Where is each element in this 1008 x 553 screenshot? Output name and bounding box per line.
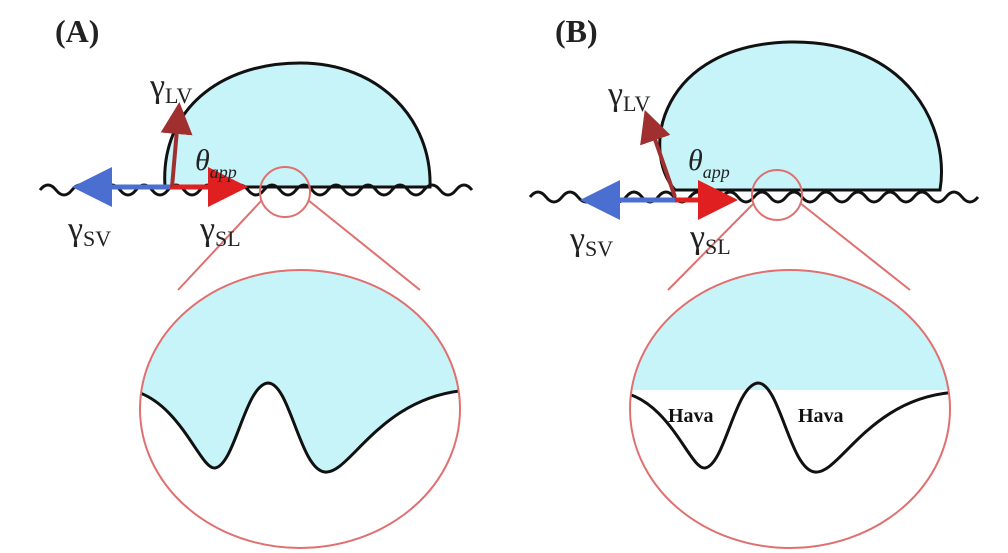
panel-b: Hava Hava (B) γLV θapp γSV γSL: [530, 13, 978, 548]
gamma-sv: γSV: [569, 221, 613, 261]
panel-label: (A): [55, 13, 99, 49]
figure: (A) γLV θapp γSV γSL Hava Hava (B) γLV θ…: [0, 0, 1008, 553]
gamma-sl: γSL: [199, 211, 241, 251]
rough-profile: [620, 383, 960, 472]
rough-surface: [530, 192, 978, 202]
gamma-lv: γLV: [607, 76, 650, 116]
gamma-sl: γSL: [689, 219, 731, 259]
air-label: Hava: [668, 405, 714, 427]
panel-a: (A) γLV θapp γSV γSL: [40, 13, 472, 548]
gamma-sv: γSV: [67, 211, 111, 251]
gamma-lv: γLV: [149, 68, 192, 108]
air-label: Hava: [798, 405, 844, 427]
liquid-fill: [620, 260, 960, 390]
panel-label: (B): [555, 13, 598, 49]
